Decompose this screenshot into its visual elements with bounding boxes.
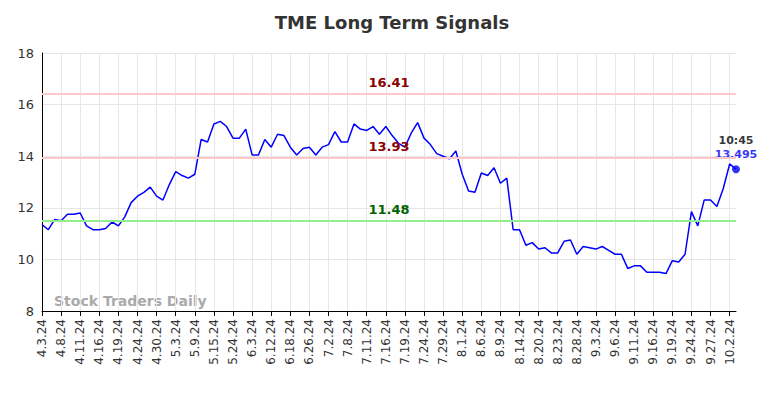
svg-text:5.3.24: 5.3.24 [169,319,183,357]
svg-text:4.3.24: 4.3.24 [35,319,49,357]
svg-text:6.3.24: 6.3.24 [245,319,259,357]
svg-text:6.26.24: 6.26.24 [302,319,316,365]
svg-text:7.29.24: 7.29.24 [436,319,450,365]
svg-text:7.8.24: 7.8.24 [341,319,355,357]
svg-text:4.16.24: 4.16.24 [92,319,106,365]
svg-text:7.19.24: 7.19.24 [398,319,412,365]
svg-text:10.2.24: 10.2.24 [723,319,737,365]
svg-text:13.93: 13.93 [368,139,409,154]
svg-text:5.15.24: 5.15.24 [207,319,221,365]
svg-text:10: 10 [17,252,34,267]
svg-text:18: 18 [17,46,34,61]
svg-text:8.20.24: 8.20.24 [532,319,546,365]
svg-text:6.18.24: 6.18.24 [283,319,297,365]
svg-text:16: 16 [17,97,34,112]
svg-text:13.495: 13.495 [714,147,758,161]
svg-text:11.48: 11.48 [368,202,409,217]
svg-text:12: 12 [17,200,34,215]
svg-text:5.9.24: 5.9.24 [188,319,202,357]
svg-text:8: 8 [26,304,34,319]
svg-text:6.12.24: 6.12.24 [264,319,278,365]
svg-text:8.14.24: 8.14.24 [513,319,527,365]
svg-text:9.19.24: 9.19.24 [665,319,679,365]
svg-text:9.11.24: 9.11.24 [627,319,641,365]
svg-text:9.6.24: 9.6.24 [608,319,622,357]
svg-text:8.23.24: 8.23.24 [551,319,565,365]
svg-text:8.9.24: 8.9.24 [493,319,507,357]
svg-text:5.24.24: 5.24.24 [226,319,240,365]
svg-text:7.24.24: 7.24.24 [417,319,431,365]
svg-text:7.16.24: 7.16.24 [379,319,393,365]
svg-text:4.30.24: 4.30.24 [150,319,164,365]
svg-text:8.6.24: 8.6.24 [474,319,488,357]
svg-text:9.3.24: 9.3.24 [589,319,603,357]
svg-text:7.11.24: 7.11.24 [360,319,374,365]
svg-text:7.2.24: 7.2.24 [322,319,336,357]
svg-text:9.16.24: 9.16.24 [646,319,660,365]
svg-text:Stock Traders Daily: Stock Traders Daily [54,293,207,309]
svg-text:4.19.24: 4.19.24 [111,319,125,365]
svg-text:10:45: 10:45 [718,134,753,147]
svg-text:4.11.24: 4.11.24 [73,319,87,365]
svg-text:14: 14 [17,149,34,164]
svg-text:TME Long Term Signals: TME Long Term Signals [275,12,509,33]
svg-text:4.24.24: 4.24.24 [131,319,145,365]
svg-text:9.24.24: 9.24.24 [684,319,698,365]
svg-text:9.27.24: 9.27.24 [704,319,718,365]
svg-text:8.28.24: 8.28.24 [570,319,584,365]
svg-text:8.1.24: 8.1.24 [455,319,469,357]
svg-text:4.8.24: 4.8.24 [54,319,68,357]
svg-text:16.41: 16.41 [368,75,409,90]
